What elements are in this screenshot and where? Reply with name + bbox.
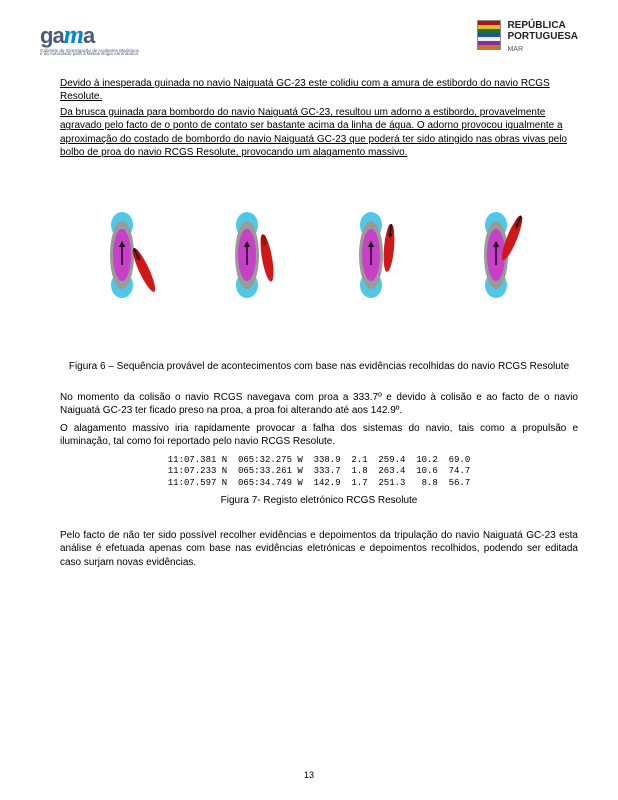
republica-mar: MAR [507,46,578,53]
gama-subtitle-2: e da Autoridade para a Meteorologia Aero… [40,51,139,56]
collision-diagram [341,200,421,310]
paragraph-5: Pelo facto de não ter sido possível reco… [60,529,578,570]
logo-letter-a2: a [83,23,94,48]
paragraph-4: O alagamento massivo iria rapidamente pr… [60,422,578,449]
logo-letter-m: m [64,20,83,49]
gama-logo: gama Gabinete de Investigação de Acident… [40,20,139,57]
page-header: gama Gabinete de Investigação de Acident… [40,20,578,57]
page-content: Devido à inesperada guinada no navio Nai… [40,77,578,570]
figure-7-caption: Figura 7- Registo eletrónico RCGS Resolu… [60,494,578,507]
paragraph-3: No momento da colisão o navio RCGS naveg… [60,391,578,418]
republica-logo: REPÚBLICA PORTUGUESA MAR [477,20,578,53]
figure-6-diagrams [60,200,578,310]
republica-line2: PORTUGUESA [507,31,578,42]
paragraph-1: Devido à inesperada guinada no navio Nai… [60,77,578,104]
logo-letter-g: g [40,23,52,48]
flag-band [478,45,500,49]
figure-7-data-table: 11:07.381 N 065:32.275 W 338.9 2.1 259.4… [168,455,470,490]
republica-line1: REPÚBLICA [507,20,578,31]
pt-flag-icon [477,20,501,50]
logo-letter-a1: a [52,23,63,48]
collision-diagram [217,200,297,310]
figure-6-caption: Figura 6 – Sequência provável de acontec… [60,360,578,373]
paragraph-2: Da brusca guinada para bombordo do navio… [60,106,578,160]
page-number: 13 [304,770,314,780]
collision-diagram [466,200,546,310]
collision-diagram [92,200,172,310]
